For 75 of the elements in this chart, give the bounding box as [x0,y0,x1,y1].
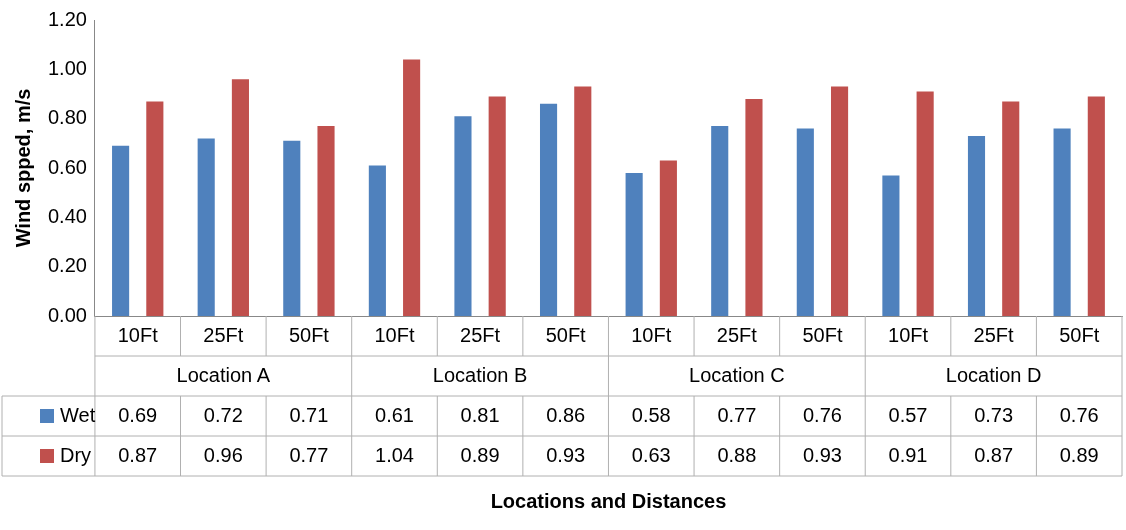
data-label: 0.71 [289,403,329,426]
data-label: 0.89 [460,443,500,466]
x-tick-label: 25Ft [460,323,501,346]
data-label: 0.61 [375,403,414,426]
text: Location A [176,363,271,386]
x-tick-label: 50Ft [288,323,330,346]
bar [539,103,558,316]
text: Location C [689,363,785,386]
x-tick-label: 25Ft [716,323,758,346]
text: Location B [432,363,528,386]
bar [625,172,643,316]
bar [796,128,814,316]
bar [1053,128,1071,316]
data-label: 0.58 [631,403,671,426]
bar [711,126,729,316]
data-label: 0.76 [1059,403,1099,426]
y-axis-title: Wind spped, m/s [11,88,34,248]
bar [146,101,164,316]
text: Location D [945,363,1042,386]
x-tick-label: 10Ft [631,323,672,346]
bar [659,160,677,316]
x-tick-label: 25Ft [973,323,1015,346]
data-label: 0.89 [1059,443,1099,466]
bar [916,91,934,316]
data-label: 0.88 [717,443,757,466]
data-label: 0.87 [118,443,158,466]
data-label: 1.04 [375,443,414,466]
bar [831,86,849,316]
y-tick-label: 0.40 [47,204,87,227]
data-label: 0.96 [203,443,243,466]
bar [197,138,215,316]
data-label: 0.77 [289,443,329,466]
bar [403,59,421,316]
bar [283,140,301,316]
y-tick-label: 0.00 [47,303,87,326]
legend-label: Dry [60,443,92,466]
bar [745,98,763,316]
data-label: 0.93 [802,443,842,466]
x-tick-label: 10Ft [374,323,415,346]
bar [317,126,335,316]
x-tick-label: 50Ft [545,323,587,346]
x-tick-label: 10Ft [888,323,929,346]
data-label: 0.86 [546,403,586,426]
data-label: 0.87 [974,443,1014,466]
legend-label: Wet [60,403,96,426]
bar [368,165,386,316]
bar [1002,101,1020,316]
data-label: 0.73 [974,403,1014,426]
data-label: 0.76 [802,403,842,426]
text: Locations and Distances [490,489,727,512]
data-label: 0.69 [118,403,158,426]
bar [454,116,472,316]
bar [967,135,986,316]
data-label: 0.81 [460,403,500,426]
bar [882,175,900,316]
y-tick-label: 0.20 [47,254,87,277]
y-tick-label: 1.00 [47,56,87,79]
data-label: 0.72 [203,403,243,426]
bar [112,145,130,316]
data-label: 0.63 [631,443,671,466]
bar [231,79,249,316]
data-label: 0.91 [888,443,928,466]
data-label: 0.93 [546,443,586,466]
bar [488,96,506,316]
y-tick-label: 0.80 [47,106,87,129]
y-tick-label: 0.60 [47,155,87,178]
x-tick-label: 25Ft [203,323,244,346]
bar [574,86,592,316]
data-label: 0.57 [888,403,928,426]
data-label: 0.77 [717,403,757,426]
bar [1087,96,1105,316]
x-tick-label: 50Ft [1059,323,1100,346]
x-tick-label: 10Ft [117,323,159,346]
y-tick-label: 1.20 [47,7,87,30]
x-tick-label: 50Ft [802,323,843,346]
